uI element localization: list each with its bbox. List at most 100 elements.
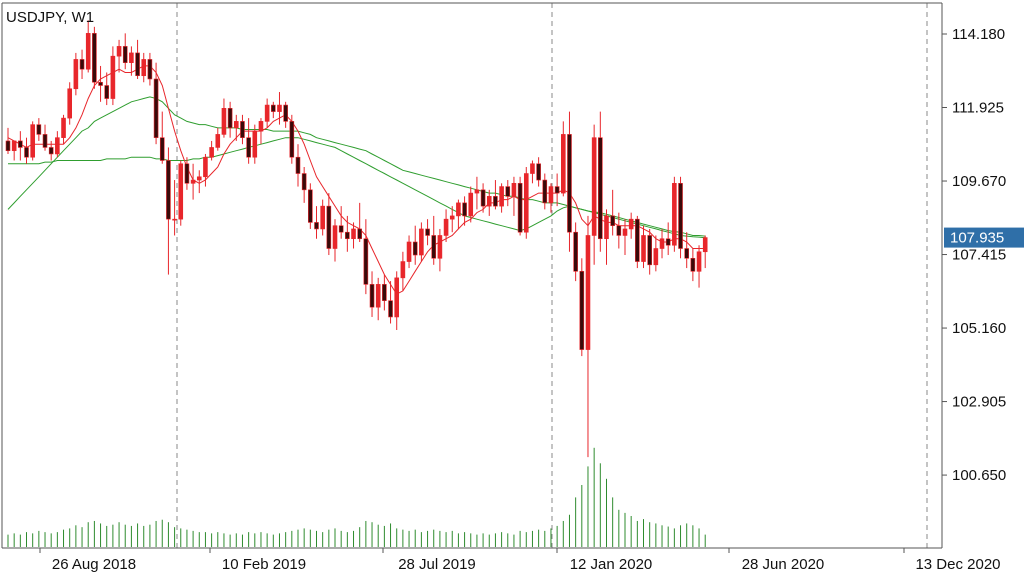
- candle: [129, 46, 134, 76]
- candle-body-up: [178, 163, 184, 220]
- candle: [271, 101, 276, 119]
- candle-body-up: [277, 104, 282, 112]
- candle-body-up: [351, 228, 356, 240]
- candle: [55, 131, 60, 158]
- candle: [357, 202, 362, 242]
- candle-body-up: [437, 235, 443, 259]
- candle-body-down: [369, 284, 375, 308]
- y-tick-label: 100.650: [952, 467, 1006, 484]
- candle: [24, 137, 29, 164]
- candle-body-up: [252, 130, 258, 158]
- candle-body-down: [635, 218, 640, 262]
- x-tick-label: 12 Jan 2020: [570, 556, 653, 573]
- candle: [462, 196, 467, 226]
- candle: [628, 212, 634, 239]
- candle-body-down: [79, 59, 85, 70]
- candle: [560, 121, 566, 197]
- candle: [85, 20, 91, 73]
- candle: [363, 219, 369, 295]
- candle-body-down: [363, 238, 369, 285]
- candle-body-up: [560, 134, 566, 194]
- candle-body-up: [375, 284, 381, 308]
- candle-body-up: [203, 156, 208, 178]
- candle: [314, 206, 319, 239]
- candle-body-up: [394, 277, 400, 318]
- candle: [665, 222, 671, 256]
- candle: [635, 215, 640, 269]
- y-tick-label: 105.160: [952, 320, 1006, 337]
- candle: [647, 228, 652, 275]
- candle-body-down: [283, 104, 288, 122]
- candle-body-up: [672, 183, 677, 246]
- candle-body-up: [67, 88, 72, 119]
- candle: [554, 173, 560, 207]
- candle: [190, 163, 196, 200]
- candle-body-up: [659, 238, 665, 249]
- y-tick-label: 109.670: [952, 173, 1006, 190]
- ma-fast-line: [7, 65, 706, 295]
- candle-body-up: [406, 241, 412, 262]
- candle: [159, 111, 165, 164]
- candle-body-down: [246, 137, 251, 158]
- candle-body-down: [314, 222, 319, 230]
- candle: [598, 111, 603, 252]
- candle-body-down: [92, 33, 97, 83]
- candle: [48, 140, 54, 161]
- candle-body-down: [388, 300, 393, 318]
- candle: [443, 209, 449, 242]
- candle: [480, 183, 486, 213]
- candle-body-up: [449, 215, 455, 220]
- candle-body-down: [678, 183, 683, 249]
- candle: [283, 101, 288, 128]
- candle-body-down: [567, 134, 572, 233]
- candle-body-up: [209, 147, 214, 158]
- candle-body-down: [24, 147, 29, 158]
- candle: [116, 39, 122, 73]
- candle: [678, 176, 683, 259]
- x-tick-label: 10 Feb 2019: [222, 556, 306, 573]
- candle: [61, 114, 66, 145]
- candle: [264, 98, 270, 128]
- candle-body-up: [258, 121, 264, 132]
- candle-body-down: [98, 81, 103, 86]
- candle: [517, 176, 523, 236]
- candle: [67, 82, 72, 125]
- candle: [493, 180, 498, 210]
- y-tick-label: 107.415: [952, 247, 1006, 264]
- candle-body-down: [159, 137, 165, 161]
- candle: [468, 186, 474, 223]
- candle-body-up: [622, 228, 628, 236]
- candle: [375, 277, 381, 321]
- candle: [394, 271, 400, 331]
- candle: [419, 222, 424, 262]
- candle-body-down: [36, 124, 42, 135]
- candle-body-up: [233, 121, 239, 129]
- candle: [542, 173, 548, 210]
- candle-body-up: [641, 235, 646, 262]
- candle-body-down: [153, 78, 159, 138]
- candle-body-down: [684, 248, 690, 259]
- candle-body-up: [604, 215, 609, 240]
- candle-body-down: [122, 46, 128, 63]
- candle-body-up: [332, 225, 338, 249]
- candle: [203, 153, 208, 187]
- candle: [215, 127, 221, 151]
- candle-body-down: [598, 137, 603, 240]
- candle-body-down: [536, 163, 541, 181]
- candle: [110, 46, 116, 106]
- candle: [277, 92, 282, 125]
- candle: [382, 274, 387, 311]
- candle-body-down: [271, 104, 276, 112]
- current-price-label: 107.935: [944, 227, 1024, 248]
- y-axis-ticks: 114.180 111.925 109.670 107.415 105.160 102.9…: [942, 26, 1006, 484]
- candle-body-up: [443, 218, 449, 236]
- axes: [1, 2, 943, 549]
- candle-body-up: [215, 134, 221, 148]
- candle: [18, 131, 23, 161]
- candle-body-up: [85, 33, 91, 70]
- candle-body-down: [338, 225, 344, 233]
- candle-body-down: [345, 231, 350, 240]
- y-tick-label: 111.925: [952, 100, 1004, 117]
- candle: [338, 206, 344, 239]
- candle: [153, 62, 159, 145]
